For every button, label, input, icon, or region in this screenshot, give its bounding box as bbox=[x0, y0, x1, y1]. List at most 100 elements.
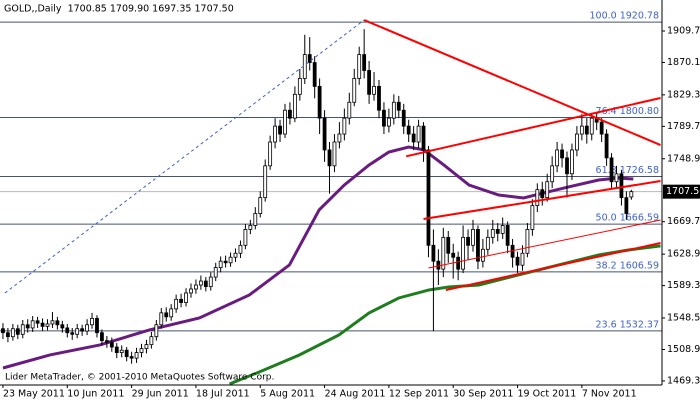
plot-area: 100.0 1920.78 76.4 1800.80 61.8 1726.58 50.… bbox=[0, 11, 662, 386]
candle-body bbox=[258, 197, 263, 214]
candle-body bbox=[401, 109, 406, 127]
candle-body bbox=[426, 149, 431, 246]
chart-title: GOLD,,Daily 1700.85 1709.90 1697.35 1707… bbox=[4, 4, 234, 15]
candle-body bbox=[599, 121, 604, 135]
candle-body bbox=[198, 280, 203, 286]
candle-body bbox=[471, 229, 475, 246]
candle-body bbox=[85, 324, 89, 332]
candle-body bbox=[238, 244, 243, 254]
candle-body bbox=[525, 229, 530, 254]
candle-body bbox=[95, 318, 99, 334]
candle-body bbox=[322, 117, 327, 151]
candle-body bbox=[411, 133, 416, 143]
candle-body bbox=[228, 256, 233, 264]
candle-body bbox=[114, 346, 119, 353]
candle-body bbox=[565, 157, 569, 175]
y-tick-label: 1909.70 bbox=[667, 25, 700, 36]
moving-average bbox=[2, 145, 634, 370]
candle-body bbox=[476, 229, 480, 262]
candle-body bbox=[421, 125, 426, 151]
candle-body bbox=[208, 276, 213, 288]
candle-body bbox=[179, 298, 183, 303]
candle-body bbox=[391, 101, 396, 119]
candle-body bbox=[515, 256, 520, 266]
candle-body bbox=[124, 349, 129, 357]
candle-body bbox=[189, 288, 193, 294]
trendline bbox=[428, 219, 661, 269]
candle-body bbox=[20, 324, 25, 335]
candle-body bbox=[35, 320, 40, 324]
candle-body bbox=[90, 318, 94, 326]
candle-body bbox=[273, 125, 277, 143]
candle-body bbox=[154, 324, 159, 338]
candle-body bbox=[441, 236, 446, 270]
candle-body bbox=[292, 93, 297, 119]
candle-body bbox=[233, 252, 238, 258]
candle-body bbox=[367, 70, 371, 95]
x-tick-label: 12 Sep 2011 bbox=[389, 389, 449, 400]
candle-body bbox=[45, 323, 50, 327]
y-tick-label: 1628.90 bbox=[667, 249, 700, 260]
candle-body bbox=[164, 312, 169, 318]
candle-body bbox=[485, 236, 490, 250]
candle-body bbox=[495, 229, 500, 234]
fib-label: 38.2 1606.59 bbox=[596, 260, 659, 271]
candle-body bbox=[40, 322, 45, 327]
candle-body bbox=[609, 157, 614, 183]
candle-body bbox=[500, 225, 505, 234]
candle-body bbox=[377, 85, 381, 111]
candle-body bbox=[129, 356, 134, 359]
candle-body bbox=[327, 149, 332, 167]
candle-body bbox=[70, 332, 75, 335]
candle-body bbox=[545, 181, 550, 199]
candle-body bbox=[416, 125, 421, 143]
candle-body bbox=[268, 141, 273, 167]
candle-body bbox=[6, 332, 10, 338]
candle-body bbox=[100, 332, 104, 342]
footer: Lider MetaTrader, © 2001-2010 MetaQuotes… bbox=[5, 373, 274, 383]
y-tick-label: 1789.70 bbox=[667, 121, 700, 132]
candle-body bbox=[579, 125, 584, 135]
candle-body bbox=[288, 109, 292, 119]
fib-label: 100.0 1920.78 bbox=[589, 11, 659, 22]
price-tag: 1707.50 bbox=[666, 186, 700, 197]
candle-body bbox=[461, 236, 466, 270]
x-tick-label: 19 Oct 2011 bbox=[518, 389, 577, 400]
x-tick-label: 24 Aug 2011 bbox=[325, 389, 386, 400]
candle-body bbox=[109, 341, 114, 348]
candle-body bbox=[149, 336, 154, 346]
candle-body bbox=[574, 133, 579, 151]
x-tick-label: 5 Aug 2011 bbox=[260, 389, 315, 400]
price-tag-box bbox=[663, 184, 700, 199]
candle-body bbox=[297, 78, 302, 95]
candle-body bbox=[337, 133, 342, 143]
x-tick-label: 30 Sep 2011 bbox=[453, 389, 513, 400]
x-tick-label: 23 May 2011 bbox=[3, 389, 65, 400]
candle-body bbox=[15, 328, 20, 335]
candle-body bbox=[203, 280, 208, 288]
candle-body bbox=[174, 298, 179, 310]
candle-body bbox=[619, 173, 624, 199]
trendline bbox=[423, 180, 661, 220]
candle-body bbox=[386, 117, 391, 127]
candle-body bbox=[530, 205, 535, 230]
candle-body bbox=[550, 165, 555, 183]
candle-body bbox=[396, 101, 401, 111]
candle-body bbox=[490, 229, 495, 238]
candle-body bbox=[194, 284, 198, 290]
candle-body bbox=[540, 189, 545, 199]
x-tick-label: 7 Nov 2011 bbox=[582, 389, 637, 400]
candle-body bbox=[357, 54, 362, 79]
candle-body bbox=[604, 133, 609, 159]
candle-body bbox=[55, 320, 60, 326]
candle-body bbox=[520, 252, 525, 266]
candle-body bbox=[169, 308, 174, 318]
candle-body bbox=[307, 54, 312, 63]
candle-body bbox=[223, 260, 228, 264]
candle-body bbox=[466, 236, 470, 246]
candle-body bbox=[159, 312, 164, 326]
y-tick-label: 1469.30 bbox=[667, 375, 700, 386]
fib-label: 50.0 1666.59 bbox=[596, 213, 659, 224]
candle-body bbox=[278, 125, 282, 135]
